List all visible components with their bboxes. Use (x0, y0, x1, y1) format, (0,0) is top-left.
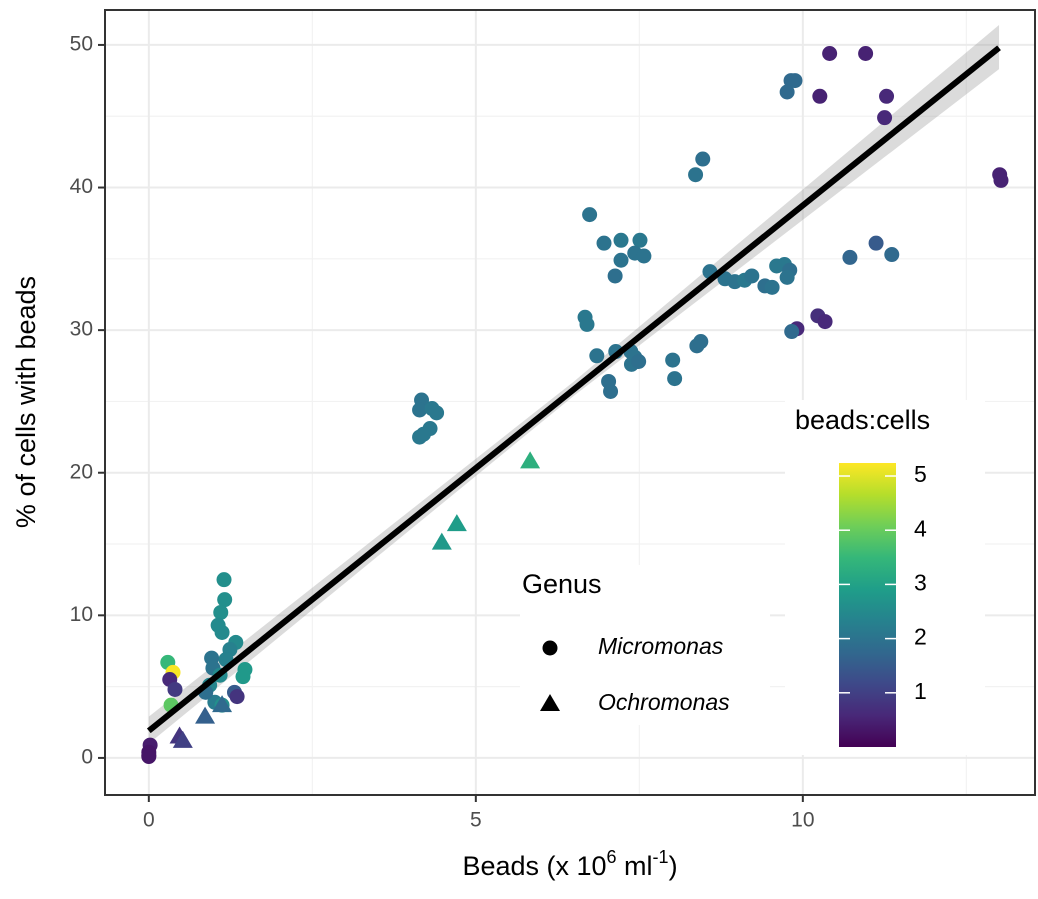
point (213, 604, 229, 620)
x-axis-title-part: 6 (607, 847, 617, 867)
point (631, 354, 647, 370)
point (412, 402, 428, 418)
fit-line (146, 45, 1001, 734)
x-tick-label: 10 (791, 809, 814, 832)
point (141, 748, 157, 764)
y-tick-label: 0 (81, 745, 93, 768)
legend-label: Ochromonas (598, 689, 730, 715)
legend-symbol (542, 640, 558, 656)
y-tick-label: 10 (70, 603, 93, 626)
y-axis-title: % of cells with beads (11, 276, 41, 528)
legend-title: Genus (522, 569, 602, 599)
point (520, 451, 541, 469)
point (607, 268, 623, 284)
panel-border (104, 9, 1036, 796)
x-axis-title-part: Beads (x 10 (462, 851, 606, 881)
confidence-band (148, 24, 1000, 744)
point (842, 249, 858, 265)
point (416, 426, 432, 442)
point (779, 269, 795, 285)
point (812, 88, 828, 104)
point (217, 592, 233, 608)
point (884, 247, 900, 263)
point (779, 84, 795, 100)
point (632, 232, 648, 248)
x-tick-label: 0 (143, 809, 155, 832)
point (693, 334, 709, 350)
x-axis-title-part: ml (617, 851, 653, 881)
legend-symbol (540, 694, 560, 711)
point (764, 279, 780, 295)
point (172, 730, 193, 748)
point (582, 207, 598, 223)
point (877, 110, 893, 126)
y-tick-label: 50 (70, 32, 93, 55)
point (431, 532, 452, 550)
point (822, 45, 838, 61)
point (195, 706, 216, 724)
legend-background (520, 565, 770, 725)
point (167, 681, 183, 697)
point (212, 695, 233, 713)
point (879, 88, 895, 104)
point (636, 248, 652, 264)
y-tick-label: 20 (70, 460, 93, 483)
colorbar-tick-label: 3 (914, 569, 927, 595)
point (858, 45, 874, 61)
point (216, 572, 232, 588)
point (429, 405, 445, 421)
x-tick-label: 5 (470, 809, 482, 832)
x-axis-title-part: ) (669, 851, 678, 881)
point (229, 689, 245, 705)
point (688, 167, 704, 183)
point (235, 669, 251, 685)
colorbar-tick-label: 1 (914, 678, 927, 704)
point (993, 172, 1009, 188)
y-tick-label: 40 (70, 175, 93, 198)
point (613, 252, 629, 268)
point (695, 151, 711, 167)
point (579, 316, 595, 332)
point (817, 314, 833, 330)
point (665, 352, 681, 368)
colorbar (839, 463, 896, 747)
point (214, 624, 230, 640)
point (868, 235, 884, 251)
point (613, 232, 629, 248)
colorbar-tick-label: 4 (914, 515, 927, 541)
point (667, 371, 683, 387)
point (744, 268, 760, 284)
point (446, 514, 467, 532)
point (784, 324, 800, 340)
colorbar-tick-label: 5 (914, 461, 927, 487)
legend-label: Micromonas (598, 633, 724, 659)
point (783, 73, 799, 89)
x-axis-title-part: -1 (653, 847, 669, 867)
colorbar-title: beads:cells (795, 405, 930, 435)
x-axis-title: Beads (x 106 ml-1) (462, 847, 677, 881)
point (603, 383, 619, 399)
y-tick-label: 30 (70, 318, 93, 341)
colorbar-tick-label: 2 (914, 624, 927, 650)
point (596, 235, 612, 251)
point (589, 348, 605, 364)
